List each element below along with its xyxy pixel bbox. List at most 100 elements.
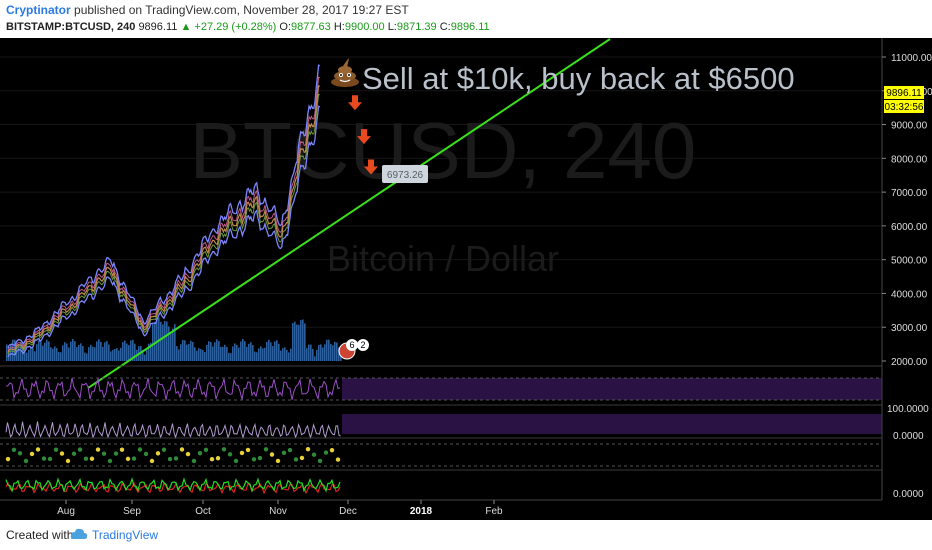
stoch-pane[interactable]: 100.0000 0.0000 [0, 404, 929, 442]
time-axis[interactable]: Aug Sep Oct Nov Dec 2018 Feb [0, 499, 932, 520]
macd-green-line [5, 477, 341, 493]
momentum-dot [269, 452, 275, 457]
momentum-dot [155, 451, 161, 456]
rsi-line [5, 377, 341, 400]
volume-bar [38, 340, 40, 361]
volume-bar [302, 319, 304, 361]
chart-canvas[interactable]: BTCUSD, 240 Bitcoin / Dollar 6973.26 Sel… [0, 38, 932, 520]
volume-bar [70, 341, 72, 361]
volume-bar [40, 341, 42, 361]
volume-bar [104, 342, 106, 361]
volume-bar [296, 324, 298, 361]
volume-bar [238, 347, 240, 361]
momentum-dot [161, 447, 167, 452]
time-tick-label: 2018 [410, 506, 433, 517]
momentum-pane[interactable] [0, 437, 882, 467]
volume-bar [254, 351, 256, 361]
momentum-dot [101, 451, 107, 456]
volume-bar [320, 344, 322, 361]
momentum-dot [209, 456, 215, 462]
momentum-dot [29, 451, 35, 457]
volume-bar [60, 352, 62, 361]
volume-bar [134, 343, 136, 361]
time-tick-label: Feb [485, 506, 503, 517]
volume-bar [90, 344, 92, 361]
momentum-dot [275, 458, 281, 464]
volume-bar [234, 343, 236, 361]
volume-bar [28, 349, 30, 361]
volume-bar [252, 344, 254, 361]
price-tick-label: 3000.00 [891, 323, 928, 334]
volume-bar [226, 346, 228, 361]
countdown-label: 03:32:56 [885, 102, 924, 113]
volume-bar [228, 352, 230, 361]
price-tick-label: 11000.00 [891, 53, 932, 64]
momentum-dot [197, 450, 203, 456]
momentum-dot [149, 458, 155, 464]
volume-bar [232, 346, 234, 361]
momentum-dot [131, 456, 137, 461]
rsi-pane[interactable] [0, 365, 882, 401]
volume-bar [212, 346, 214, 361]
current-price-tag [884, 86, 924, 99]
volume-bar [12, 339, 14, 361]
low-value: 9871.39 [396, 21, 437, 33]
volume-bar [210, 342, 212, 361]
callout-box [382, 165, 428, 184]
rsi-band [342, 378, 882, 400]
macd-pane[interactable]: 0.0000 [0, 469, 924, 500]
publisher-line: Cryptinator published on TradingView.com… [6, 3, 409, 17]
volume-bar [62, 345, 64, 361]
volume-bar [112, 350, 114, 361]
volume-bar [96, 341, 98, 361]
headline-text: Sell at $10k, buy back at $6500 [362, 61, 795, 96]
event-badges[interactable]: 6 2 [338, 339, 369, 360]
volume-bar [190, 340, 192, 361]
volume-bar [36, 344, 38, 361]
trendline[interactable] [87, 38, 611, 389]
price-change: ▲ +27.29 (+0.28%) [180, 21, 277, 33]
macd-zero-label: 0.0000 [893, 489, 924, 500]
momentum-dot [35, 447, 41, 452]
price-series [7, 64, 321, 358]
volume-bar [246, 346, 248, 361]
volume-bar [270, 342, 272, 361]
volume-bar [202, 349, 204, 361]
volume-bar [206, 344, 208, 361]
volume-bar [200, 349, 202, 361]
price-axis[interactable]: 11000.0010000.009000.008000.007000.00600… [881, 38, 932, 500]
headline-annotation[interactable]: Sell at $10k, buy back at $6500 [331, 58, 795, 96]
volume-bar [108, 344, 110, 361]
volume-bar [118, 350, 120, 361]
momentum-dot [329, 447, 335, 453]
momentum-dot [107, 458, 113, 464]
upper-envelope-line [7, 64, 321, 349]
volume-bar [300, 320, 302, 361]
volume-bar [258, 348, 260, 361]
momentum-dot [203, 447, 209, 453]
momentum-dot [71, 451, 77, 456]
momentum-dot [17, 451, 23, 456]
close-label: C: [439, 21, 451, 33]
volume-bar [334, 341, 336, 361]
volume-bar [52, 348, 54, 361]
momentum-dot [239, 450, 245, 456]
price-callout[interactable]: 6973.26 [382, 165, 428, 184]
volume-bar [304, 323, 306, 361]
volume-bar [240, 341, 242, 361]
volume-bar [288, 352, 290, 361]
volume-bar [298, 324, 300, 361]
momentum-dots [5, 447, 341, 464]
momentum-dot [95, 447, 101, 452]
stoch-bottom-label: 0.0000 [893, 431, 924, 442]
volume-bar [128, 345, 130, 361]
momentum-dot [53, 447, 59, 452]
volume-bar [250, 342, 252, 361]
volume-bar [282, 348, 284, 361]
momentum-dot [23, 458, 29, 464]
author-link[interactable]: Cryptinator [6, 3, 71, 17]
published-text: published on TradingView.com, November 2… [74, 3, 409, 17]
momentum-dot [5, 456, 11, 462]
volume-bar [142, 350, 144, 361]
tradingview-brand-link[interactable]: TradingView [92, 528, 159, 542]
